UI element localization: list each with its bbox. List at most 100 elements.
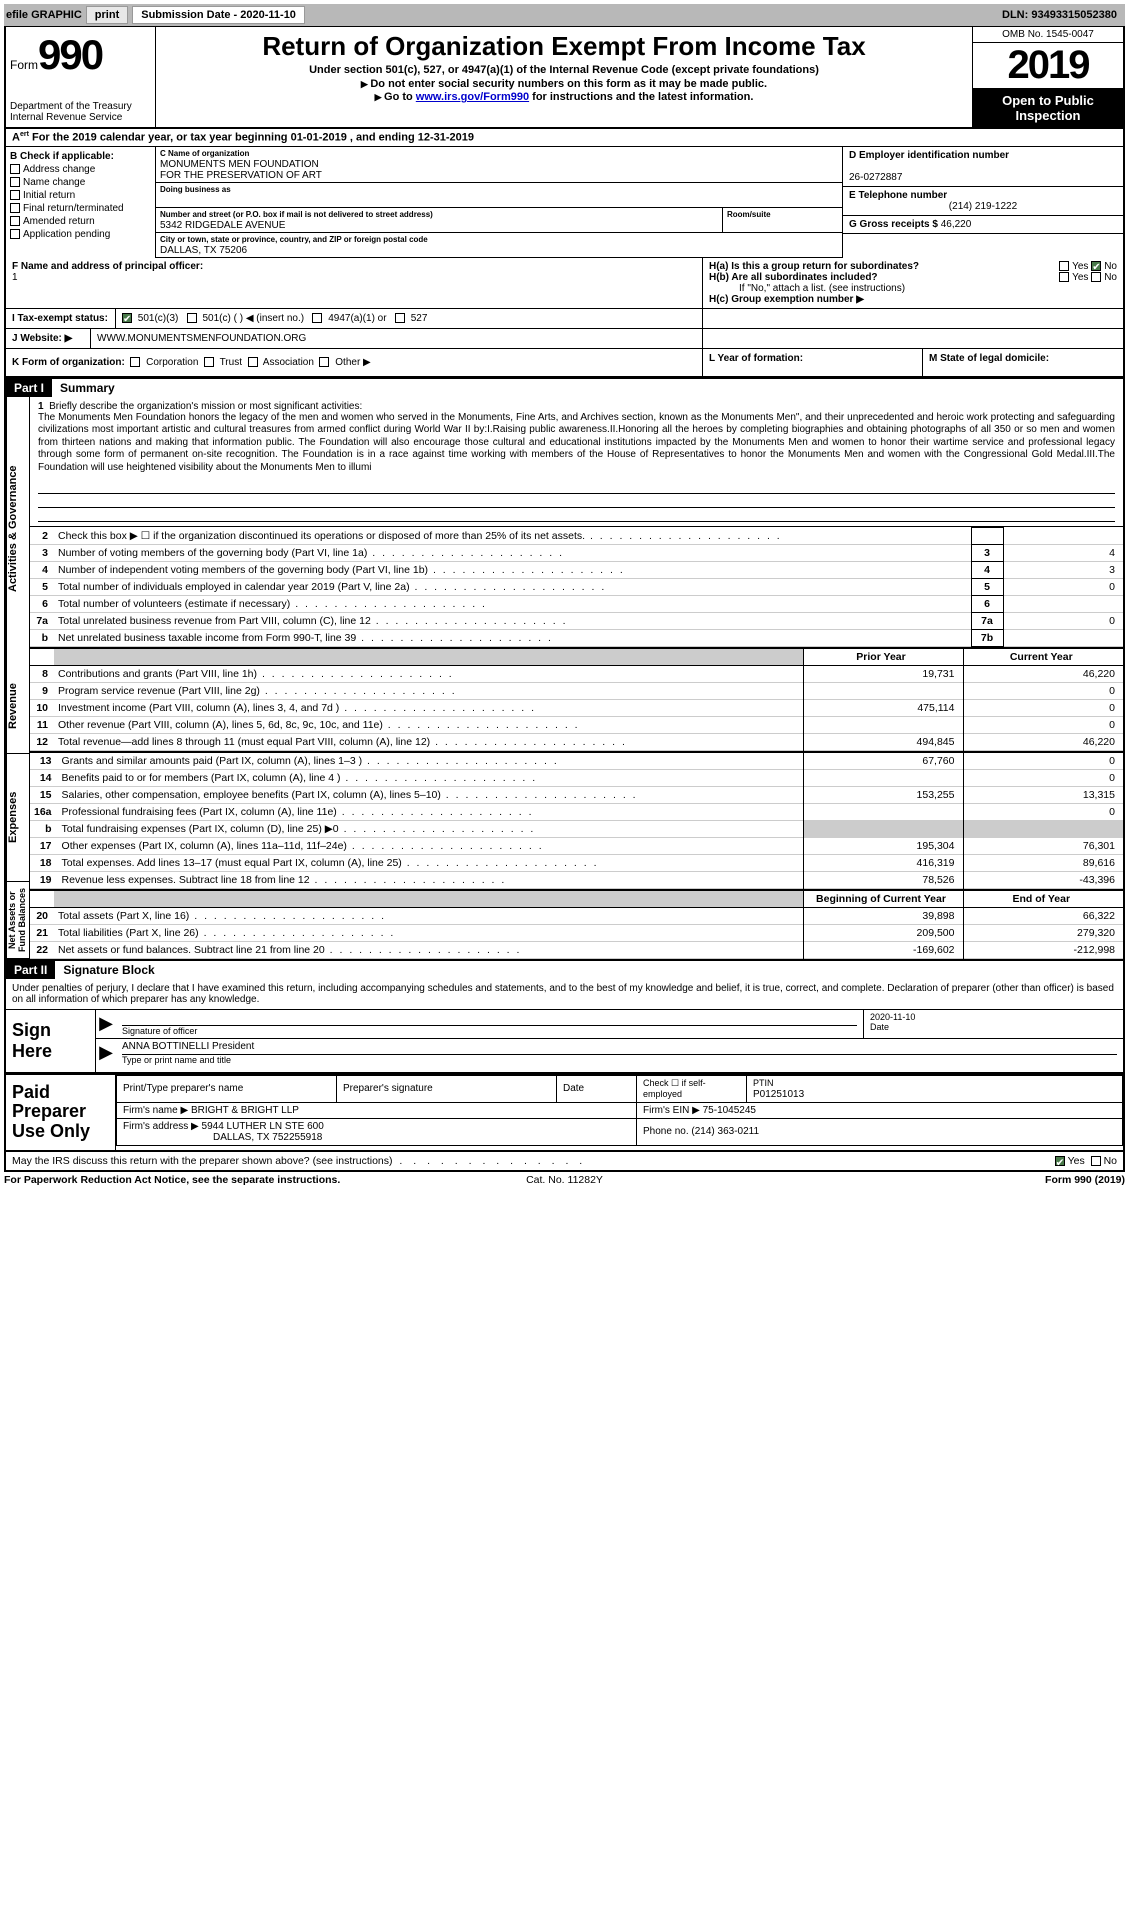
klm-row: K Form of organization: Corporation Trus…	[4, 349, 1125, 378]
chk-other[interactable]	[319, 357, 329, 367]
table-row: bNet unrelated business taxable income f…	[30, 629, 1123, 646]
tax-year: 2019	[973, 43, 1123, 89]
table-row: 5Total number of individuals employed in…	[30, 578, 1123, 595]
sig-arrow-icon: ▶	[96, 1039, 116, 1067]
firm-phone: (214) 363-0211	[691, 1126, 759, 1137]
print-button[interactable]: print	[86, 6, 128, 24]
public-inspection-badge: Open to Public Inspection	[973, 89, 1123, 127]
city-state-zip: DALLAS, TX 75206	[160, 245, 247, 256]
line-a-tax-year: Aert For the 2019 calendar year, or tax …	[4, 129, 1125, 147]
lines-rev: Prior YearCurrent Year8Contributions and…	[30, 647, 1123, 751]
discuss-no[interactable]	[1091, 1156, 1101, 1166]
ha-no[interactable]: ✔	[1091, 261, 1101, 271]
table-row: 8Contributions and grants (Part VIII, li…	[30, 665, 1123, 682]
sig-arrow-icon: ▶	[96, 1010, 116, 1038]
principal-officer: 1	[12, 272, 18, 283]
part2-header: Part II Signature Block	[4, 961, 1125, 979]
discuss-row: May the IRS discuss this return with the…	[4, 1152, 1125, 1172]
vtab-activities: Activities & Governance	[6, 397, 30, 660]
omb-number: OMB No. 1545-0047	[973, 27, 1123, 43]
dln-number: DLN: 93493315052380	[1002, 9, 1123, 21]
table-row: 9Program service revenue (Part VIII, lin…	[30, 682, 1123, 699]
org-name: MONUMENTS MEN FOUNDATION	[160, 159, 319, 170]
table-row: 2Check this box ▶ ☐ if the organization …	[30, 528, 1123, 545]
form-header: Form 990 Department of the Treasury Inte…	[4, 27, 1125, 129]
firm-name: BRIGHT & BRIGHT LLP	[191, 1105, 299, 1116]
chk-amended[interactable]: Amended return	[10, 216, 151, 227]
page-footer: For Paperwork Reduction Act Notice, see …	[4, 1172, 1125, 1188]
table-row: 3Number of voting members of the governi…	[30, 544, 1123, 561]
website-url: WWW.MONUMENTSMENFOUNDATION.ORG	[91, 329, 703, 348]
officer-signature[interactable]	[122, 1012, 857, 1026]
preparer-sig-hdr: Preparer's signature	[337, 1075, 557, 1102]
chk-assoc[interactable]	[248, 357, 258, 367]
table-row: bTotal fundraising expenses (Part IX, co…	[30, 820, 1123, 837]
paid-preparer-block: Paid Preparer Use Only Print/Type prepar…	[4, 1074, 1125, 1152]
table-row: 11Other revenue (Part VIII, column (A), …	[30, 716, 1123, 733]
chk-address[interactable]: Address change	[10, 164, 151, 175]
ein: 26-0272887	[849, 172, 902, 183]
firm-addr2: DALLAS, TX 752255918	[123, 1132, 322, 1143]
efile-label: efile GRAPHIC	[6, 9, 82, 21]
form-number: Form 990	[10, 31, 151, 79]
chk-corp[interactable]	[130, 357, 140, 367]
check-if-applicable: B Check if applicable: Address change Na…	[6, 147, 156, 258]
right-info-block: D Employer identification number 26-0272…	[843, 147, 1123, 258]
discuss-yes[interactable]: ✔	[1055, 1156, 1065, 1166]
chk-trust[interactable]	[204, 357, 214, 367]
table-row: 13Grants and similar amounts paid (Part …	[30, 752, 1123, 770]
vtab-expenses: Expenses	[6, 754, 30, 882]
table-row: 15Salaries, other compensation, employee…	[30, 786, 1123, 803]
chk-application[interactable]: Application pending	[10, 229, 151, 240]
preparer-name-hdr: Print/Type preparer's name	[117, 1075, 337, 1102]
table-row: 22Net assets or fund balances. Subtract …	[30, 941, 1123, 958]
table-row: 7aTotal unrelated business revenue from …	[30, 612, 1123, 629]
table-row: 17Other expenses (Part IX, column (A), l…	[30, 837, 1123, 854]
perjury-text: Under penalties of perjury, I declare th…	[6, 979, 1123, 1010]
table-row: 14Benefits paid to or for members (Part …	[30, 769, 1123, 786]
sign-here-label: Sign Here	[6, 1010, 96, 1072]
gross-receipts: 46,220	[941, 219, 972, 230]
chk-4947[interactable]	[312, 313, 322, 323]
hb-no[interactable]	[1091, 272, 1101, 282]
table-row: 16aProfessional fundraising fees (Part I…	[30, 803, 1123, 820]
table-row: 18Total expenses. Add lines 13–17 (must …	[30, 854, 1123, 871]
chk-initial[interactable]: Initial return	[10, 190, 151, 201]
summary-body: Activities & Governance Revenue Expenses…	[4, 397, 1125, 961]
section-b-g: B Check if applicable: Address change Na…	[4, 147, 1125, 258]
table-row: 10Investment income (Part VIII, column (…	[30, 699, 1123, 716]
self-employed-chk[interactable]: Check ☐ if self-employed	[637, 1075, 747, 1102]
phone: (214) 219-1222	[849, 201, 1117, 212]
chk-501c[interactable]	[187, 313, 197, 323]
chk-501c3[interactable]: ✔	[122, 313, 132, 323]
lines-nab: Beginning of Current YearEnd of Year20To…	[30, 889, 1123, 959]
table-row: 19Revenue less expenses. Subtract line 1…	[30, 871, 1123, 888]
mission-block: 1 Briefly describe the organization's mi…	[30, 397, 1123, 528]
irs-link[interactable]: www.irs.gov/Form990	[416, 91, 529, 103]
submission-date: Submission Date - 2020-11-10	[132, 6, 305, 24]
sign-date: 2020-11-10	[870, 1012, 1117, 1022]
signature-block: Under penalties of perjury, I declare th…	[4, 979, 1125, 1074]
form-subtitle: Under section 501(c), 527, or 4947(a)(1)…	[164, 64, 964, 76]
table-row: 20Total assets (Part X, line 16)39,89866…	[30, 907, 1123, 924]
table-row: 4Number of independent voting members of…	[30, 561, 1123, 578]
table-row: 12Total revenue—add lines 8 through 11 (…	[30, 733, 1123, 750]
ha-yes[interactable]	[1059, 261, 1069, 271]
preparer-date-hdr: Date	[557, 1075, 637, 1102]
firm-addr1: 5944 LUTHER LN STE 600	[202, 1121, 324, 1132]
principal-h-row: F Name and address of principal officer:…	[4, 258, 1125, 309]
mission-text: The Monuments Men Foundation honors the …	[38, 412, 1115, 475]
lines-ag: 2Check this box ▶ ☐ if the organization …	[30, 527, 1123, 647]
chk-527[interactable]	[395, 313, 405, 323]
table-row: 6Total number of volunteers (estimate if…	[30, 595, 1123, 612]
vtab-netassets: Net Assets or Fund Balances	[6, 882, 30, 959]
hb-yes[interactable]	[1059, 272, 1069, 282]
top-bar: efile GRAPHIC print Submission Date - 20…	[4, 4, 1125, 27]
chk-final[interactable]: Final return/terminated	[10, 203, 151, 214]
ptin: P01251013	[753, 1089, 804, 1100]
chk-name[interactable]: Name change	[10, 177, 151, 188]
firm-ein: 75-1045245	[703, 1105, 756, 1116]
instr-ssn: Do not enter social security numbers on …	[164, 78, 964, 90]
lines-exp: 13Grants and similar amounts paid (Part …	[30, 751, 1123, 889]
form-title: Return of Organization Exempt From Incom…	[164, 31, 964, 62]
